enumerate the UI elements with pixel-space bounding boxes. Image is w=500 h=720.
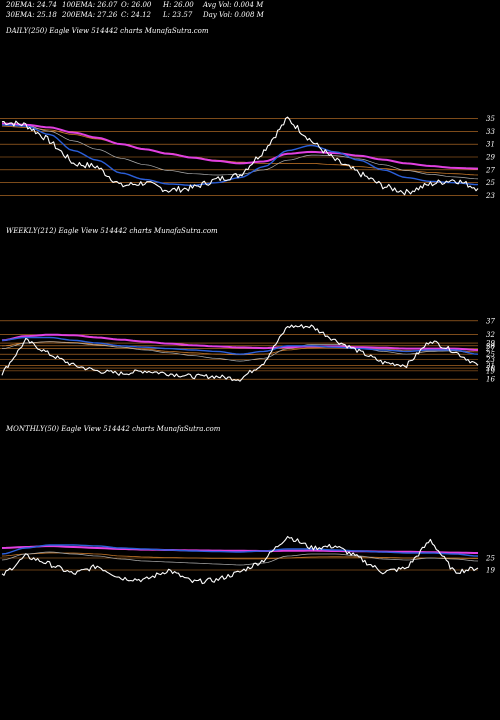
tick-label: 25 <box>485 351 495 359</box>
monthly-panel-title: MONTHLY(50) Eagle View 514442 charts Mun… <box>6 425 221 433</box>
tick-label: 25 <box>485 179 495 187</box>
series-line-ema-fast <box>1 124 479 186</box>
monthly-chart: 25 19 <box>0 535 495 585</box>
series-line-ema-fast <box>1 336 479 355</box>
tick-label: 35 <box>486 115 495 123</box>
header-ema200: 200EMA: 27.26 <box>62 11 118 19</box>
header-avg-vol: Avg Vol: 0.004 M <box>203 1 264 9</box>
tick-label: 23 <box>485 192 495 200</box>
tick-label: 19 <box>486 367 495 375</box>
series-line-ema-mid <box>1 551 479 566</box>
tick-label: 27 <box>485 166 495 174</box>
series-line-ema-fast <box>1 544 479 557</box>
series-line-ema-long <box>1 552 478 560</box>
tick-label: 32 <box>486 331 495 339</box>
weekly-panel-title: WEEKLY(212) Eagle View 514442 charts Mun… <box>6 227 218 235</box>
header-close: C: 24.12 <box>121 11 151 19</box>
series-line-ema-long <box>1 125 479 176</box>
tick-label: 19 <box>486 567 495 575</box>
daily-panel-title: DAILY(250) Eagle View 514442 charts Muna… <box>6 27 209 35</box>
tick-label: 29 <box>485 154 495 162</box>
tick-label: 25 <box>485 555 495 563</box>
daily-chart: 35 33 31 29 27 25 23 <box>0 115 495 200</box>
tick-label: 33 <box>486 128 495 136</box>
tick-label: 27 <box>485 345 495 353</box>
series-line-ema-mid <box>1 122 479 180</box>
header-open: O: 26.00 <box>121 1 152 9</box>
header-ema30: 30EMA: 25.18 <box>6 11 57 19</box>
tick-label: 37 <box>486 317 495 325</box>
series-line-price <box>1 116 479 196</box>
header-day-vol: Day Vol: 0.008 M <box>203 11 264 19</box>
series-line-ema-slow <box>1 333 479 351</box>
header-ema20: 20EMA: 24.74 <box>6 1 57 9</box>
header-ema100: 100EMA: 26.07 <box>62 1 118 9</box>
tick-label: 16 <box>486 376 495 384</box>
header-high: H: 26.00 <box>163 1 194 9</box>
tick-label: 31 <box>486 141 495 149</box>
header-low: L: 23.57 <box>163 11 193 19</box>
series-line-price <box>1 535 479 585</box>
tick-label: 20 <box>485 365 495 373</box>
tick-label: 23 <box>485 356 495 364</box>
tick-label: 28 <box>485 342 495 350</box>
tick-label: 29 <box>485 340 495 348</box>
series-line-ema-slow <box>1 122 479 170</box>
series-line-ema-slow <box>1 545 478 554</box>
series-line-ema-mid <box>1 341 479 362</box>
tick-label: 21 <box>485 362 495 370</box>
series-line-price <box>1 324 479 382</box>
